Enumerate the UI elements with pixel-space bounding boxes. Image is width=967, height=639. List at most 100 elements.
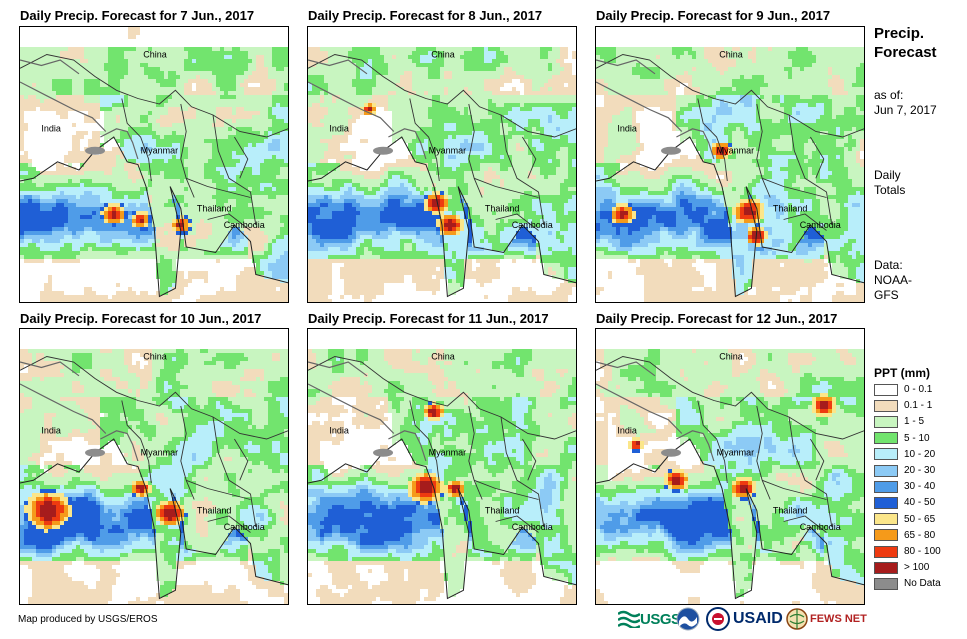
precip-cell bbox=[216, 259, 220, 263]
precip-cell bbox=[276, 155, 280, 159]
precip-cell bbox=[76, 55, 80, 59]
precip-cell bbox=[284, 79, 288, 83]
precip-cell bbox=[160, 171, 164, 175]
precip-cell bbox=[72, 215, 76, 219]
precip-cell bbox=[192, 199, 196, 203]
precip-cell bbox=[140, 195, 144, 199]
precip-cell bbox=[72, 91, 76, 95]
precip-cell bbox=[316, 127, 320, 131]
precip-cell bbox=[156, 95, 160, 99]
precip-cell bbox=[120, 183, 124, 187]
precip-cell bbox=[260, 103, 264, 107]
precip-cell bbox=[180, 219, 184, 223]
precip-cell bbox=[352, 79, 356, 83]
precip-cell bbox=[156, 135, 160, 139]
precip-cell bbox=[152, 147, 156, 151]
precip-cell bbox=[128, 199, 132, 203]
precip-cell bbox=[408, 55, 412, 59]
precip-cell bbox=[264, 87, 268, 91]
precip-cell bbox=[552, 115, 556, 119]
precip-cell bbox=[144, 59, 148, 63]
precip-cell bbox=[380, 51, 384, 55]
precip-cell bbox=[80, 247, 84, 251]
precip-cell bbox=[516, 47, 520, 51]
precip-cell bbox=[476, 115, 480, 119]
precip-cell bbox=[484, 51, 488, 55]
precip-cell bbox=[428, 87, 432, 91]
precip-cell bbox=[308, 47, 312, 51]
precip-cell bbox=[284, 295, 288, 299]
precip-cell bbox=[192, 183, 196, 187]
precip-cell bbox=[32, 247, 36, 251]
precip-cell bbox=[24, 255, 28, 259]
precip-cell bbox=[444, 103, 448, 107]
precip-cell bbox=[176, 83, 180, 87]
precip-cell bbox=[464, 103, 468, 107]
precip-cell bbox=[88, 199, 92, 203]
precip-cell bbox=[160, 259, 164, 263]
precip-cell bbox=[540, 71, 544, 75]
precip-cell bbox=[52, 183, 56, 187]
precip-cell bbox=[168, 219, 172, 223]
precip-cell bbox=[284, 187, 288, 191]
precip-cell bbox=[216, 123, 220, 127]
precip-cell bbox=[400, 79, 404, 83]
precip-cell bbox=[256, 259, 260, 263]
precip-cell bbox=[488, 103, 492, 107]
precip-cell bbox=[52, 295, 56, 299]
precip-cell bbox=[152, 71, 156, 75]
precip-cell bbox=[180, 83, 184, 87]
precip-cell bbox=[216, 159, 220, 163]
precip-cell bbox=[136, 27, 140, 31]
precip-cell bbox=[244, 147, 248, 151]
precip-cell bbox=[148, 159, 152, 163]
precip-cell bbox=[568, 123, 572, 127]
precip-cell bbox=[44, 47, 48, 51]
precip-cell bbox=[188, 227, 192, 231]
precip-cell bbox=[200, 295, 204, 299]
precip-cell bbox=[100, 51, 104, 55]
precip-cell bbox=[28, 239, 32, 243]
precip-cell bbox=[352, 67, 356, 71]
precip-cell bbox=[156, 267, 160, 271]
precip-cell bbox=[92, 51, 96, 55]
precip-cell bbox=[60, 255, 64, 259]
precip-cell bbox=[268, 63, 272, 67]
precip-cell bbox=[152, 235, 156, 239]
precip-cell bbox=[404, 63, 408, 67]
precip-cell bbox=[276, 159, 280, 163]
precip-cell bbox=[404, 67, 408, 71]
precip-cell bbox=[32, 179, 36, 183]
precip-cell bbox=[200, 247, 204, 251]
precip-cell bbox=[424, 95, 428, 99]
precip-cell bbox=[212, 175, 216, 179]
precip-cell bbox=[516, 119, 520, 123]
precip-cell bbox=[124, 47, 128, 51]
precip-cell bbox=[380, 83, 384, 87]
precip-cell bbox=[108, 167, 112, 171]
precip-cell bbox=[108, 155, 112, 159]
precip-cell bbox=[152, 67, 156, 71]
precip-cell bbox=[96, 199, 100, 203]
precip-cell bbox=[560, 103, 564, 107]
precip-cell bbox=[48, 187, 52, 191]
precip-cell bbox=[284, 171, 288, 175]
precip-cell bbox=[144, 247, 148, 251]
precip-cell bbox=[120, 299, 124, 302]
precip-cell bbox=[76, 87, 80, 91]
precip-cell bbox=[92, 107, 96, 111]
precip-cell bbox=[184, 191, 188, 195]
precip-cell bbox=[208, 135, 212, 139]
precip-cell bbox=[268, 115, 272, 119]
precip-cell bbox=[220, 147, 224, 151]
precip-cell bbox=[64, 187, 68, 191]
precip-cell bbox=[104, 103, 108, 107]
precip-cell bbox=[32, 67, 36, 71]
precip-cell bbox=[424, 55, 428, 59]
precip-cell bbox=[252, 151, 256, 155]
precip-cell bbox=[236, 167, 240, 171]
precip-cell bbox=[540, 51, 544, 55]
precip-cell bbox=[88, 203, 92, 207]
precip-cell bbox=[172, 175, 176, 179]
precip-cell bbox=[152, 199, 156, 203]
